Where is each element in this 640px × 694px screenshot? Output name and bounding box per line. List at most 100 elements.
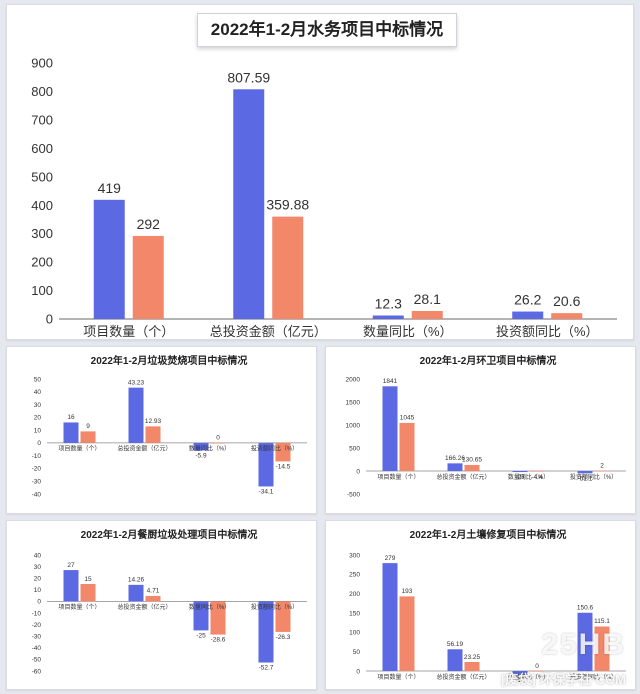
chart-title-kitchen-waste: 2022年1-2月餐厨垃圾处理项目中标情况 [80,530,258,541]
bar-series-1 [512,471,528,473]
data-label: 56.19 [447,641,464,648]
y-tick-label: 0 [356,468,360,475]
data-label: -23 [515,474,525,481]
category-label: 项目数量（个） [58,603,100,611]
data-label: 23.25 [464,654,481,661]
data-label: 292 [137,216,161,232]
y-tick-label: 50 [34,376,42,383]
y-tick-label: -50 [32,657,42,664]
y-tick-label: 1500 [346,399,361,406]
data-label: 20.6 [553,293,580,309]
category-label: 投资额同比（%） [251,445,298,453]
bar-series-2 [210,601,226,635]
category-label: 总投资金额（亿元） [436,673,490,681]
data-label: 12.93 [145,418,162,425]
data-label: 9 [86,423,90,430]
y-tick-label: 200 [349,591,360,598]
bar-series-2 [145,595,161,602]
data-label: 2 [600,463,604,470]
y-tick-label: 40 [34,552,42,559]
bar-series-2 [464,662,480,671]
data-label: 115.1 [594,618,610,625]
y-tick-label: -10 [32,610,42,617]
data-label: 130.65 [462,457,482,464]
y-tick-label: -500 [347,491,360,498]
data-label: -34.1 [259,489,274,496]
y-tick-label: -20 [32,466,42,473]
bar-series-1 [128,387,144,443]
data-label: -5.9 [195,453,207,460]
chart-svg-sanitation: -500 0 500 1000 1500 2000 1841 1045 项目数量（个） 166.2… [346,376,626,498]
bar-series-2 [275,442,291,462]
bar-series-1 [63,422,79,443]
y-tick-label: 250 [349,572,360,579]
chart-card-water: 0 100 200 300 400 500 600 700 800 900 419 292 项目数量（个… [6,4,634,340]
bar-series-1 [63,570,79,602]
y-tick-label: -60 [32,668,42,675]
bar-series-1 [512,311,544,319]
chart-card-kitchen-waste: -60 -50 -40 -30 -20 -10 0 10 20 30 40 27 15 项目数量（个） 14… [6,520,317,690]
data-label: 1045 [400,415,415,422]
category-label: 总投资金额（亿元） [436,473,490,481]
y-tick-label: 1000 [346,422,361,429]
category-label: 项目数量（个） [377,673,419,681]
y-tick-label: 100 [31,283,53,298]
bar-series-2 [594,470,610,472]
data-label: -14.5 [276,464,291,471]
y-tick-label: 0 [356,668,360,675]
data-label: 12.3 [375,296,402,312]
y-tick-label: -10 [32,453,42,460]
chart-title-water: 2022年1-2月水务项目中标情况 [197,13,457,47]
bar-series-1 [193,601,209,631]
category-label: 投资额同比（%） [570,673,617,681]
bar-series-2 [275,601,291,632]
chart-svg-soil-remediation: 0 50 100 150 200 250 300 279 193 项目数量（个） 56.1923.2… [349,552,626,684]
bar-series-1 [128,584,144,602]
bar-series-2 [80,431,96,443]
y-tick-label: 300 [349,552,360,559]
y-tick-label: -30 [32,478,42,485]
y-tick-label: -20 [32,622,42,629]
y-tick-label: 500 [349,445,360,452]
data-label: -10 [515,677,525,684]
y-tick-label: 900 [31,56,53,71]
chart-card-incineration: -40 -30 -20 -10 0 10 20 30 40 50 16 9 项目数量（个） 43.23 12… [6,346,317,514]
data-label: 150.6 [577,605,594,612]
data-label: 43.23 [128,379,145,386]
bar-series-1 [258,601,274,663]
category-label: 总投资金额（亿元） [210,324,327,339]
category-label: 数量同比（%） [189,603,230,611]
data-label: 279 [385,555,396,562]
bar-series-1 [193,442,209,451]
category-label: 数量同比（%） [189,445,230,453]
data-label: 0 [216,435,220,442]
y-tick-label: 20 [34,575,42,582]
bar-series-2 [551,313,583,319]
bar-series-2 [145,426,161,443]
category-label: 总投资金额（亿元） [117,603,171,611]
bar-series-1 [93,199,125,319]
y-tick-label: 2000 [346,376,361,383]
bar-series-2 [529,471,545,472]
y-tick-label: 500 [31,169,53,184]
category-label: 数量同比（%） [363,324,453,339]
data-label: -26.3 [276,634,291,641]
y-tick-label: 30 [34,402,42,409]
bar-series-1 [577,612,593,671]
data-label: 166.26 [445,455,465,462]
category-label: 投资额同比（%） [570,473,617,481]
y-tick-label: 300 [31,226,53,241]
bar-series-2 [464,464,480,471]
bar-series-1 [258,442,274,487]
bar-series-2 [132,235,164,319]
bar-series-1 [233,89,265,319]
y-tick-label: 0 [37,599,41,606]
bar-series-2 [411,311,443,319]
data-label: 1841 [383,378,398,385]
data-label: -25 [196,633,206,640]
data-label: 15 [84,576,92,583]
bar-series-2 [80,584,96,602]
chart-svg-kitchen-waste: -60 -50 -40 -30 -20 -10 0 10 20 30 40 27 15 项目数量（个） 14… [32,552,307,675]
y-tick-label: 20 [34,415,42,422]
y-tick-label: 600 [31,141,53,156]
